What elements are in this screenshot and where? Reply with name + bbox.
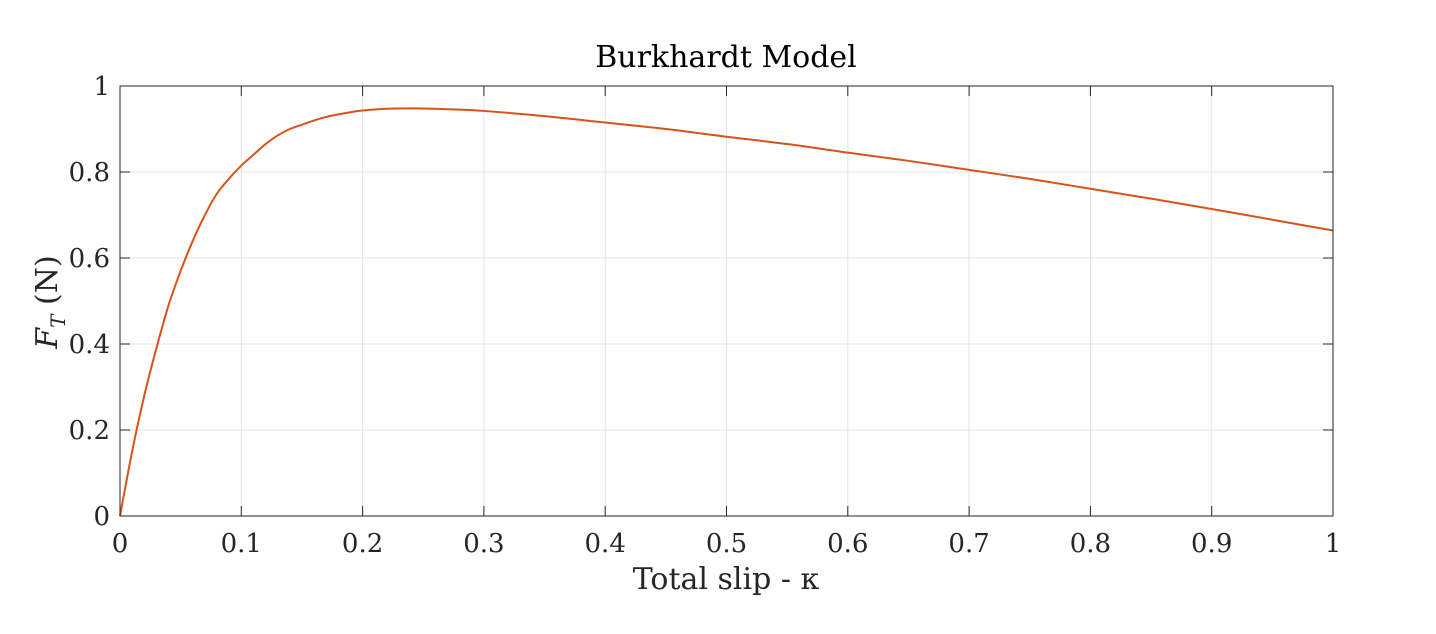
y-tick-label: 0.4 [69,330,110,360]
y-axis-label: FT (N) [30,255,70,349]
x-tick-label: 1 [1325,529,1342,559]
x-tick-label: 0.5 [706,529,747,559]
y-tick-label: 1 [93,72,110,102]
x-axis-label: Total slip - κ [633,562,820,597]
series-layer [119,107,1334,517]
x-tick-label: 0.4 [585,529,626,559]
ticks [119,85,1334,517]
y-tick-label: 0.2 [69,416,110,446]
x-tick-label: 0.1 [221,529,262,559]
series-line [119,107,1334,517]
y-axis-label-subscript: T [46,313,70,328]
y-tick-label: 0.6 [69,244,110,274]
x-tick-label: 0 [112,529,129,559]
x-tick-labels: 0 0.1 0.2 0.3 0.4 0.5 0.6 0.7 0.8 0.9 1 [112,529,1342,559]
y-axis-label-unit: (N) [30,255,65,314]
chart-title: Burkhardt Model [595,40,857,75]
y-axis-label-symbol: F [30,327,65,350]
x-tick-label: 0.3 [463,529,504,559]
x-tick-label: 0.7 [948,529,989,559]
y-tick-label: 0.8 [69,158,110,188]
y-tick-label: 0 [93,502,110,532]
y-tick-labels: 0 0.2 0.4 0.6 0.8 1 [69,72,110,532]
x-tick-label: 0.2 [342,529,383,559]
x-tick-label: 0.8 [1070,529,1111,559]
x-tick-label: 0.9 [1191,529,1232,559]
x-tick-label: 0.6 [827,529,868,559]
